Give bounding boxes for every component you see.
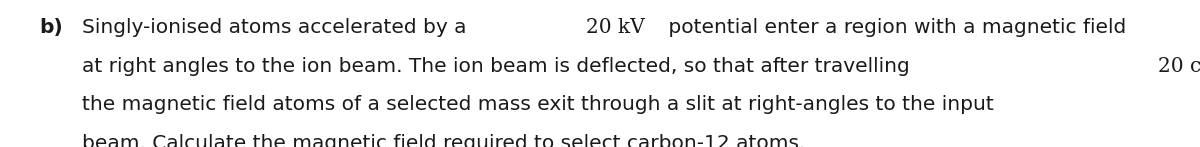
Text: b): b) [40, 18, 64, 37]
Text: the magnetic field atoms of a selected mass exit through a slit at right-angles : the magnetic field atoms of a selected m… [82, 95, 994, 114]
Text: beam. Calculate the magnetic field required to select carbon-12 atoms.: beam. Calculate the magnetic field requi… [82, 134, 805, 147]
Text: potential enter a region with a magnetic field: potential enter a region with a magnetic… [661, 18, 1126, 37]
Text: at right angles to the ion beam. The ion beam is deflected, so that after travel: at right angles to the ion beam. The ion… [82, 57, 916, 76]
Text: Singly-ionised atoms accelerated by a: Singly-ionised atoms accelerated by a [82, 18, 473, 37]
Text: 20 kV: 20 kV [586, 18, 644, 37]
Text: 20 cm: 20 cm [1158, 57, 1200, 76]
